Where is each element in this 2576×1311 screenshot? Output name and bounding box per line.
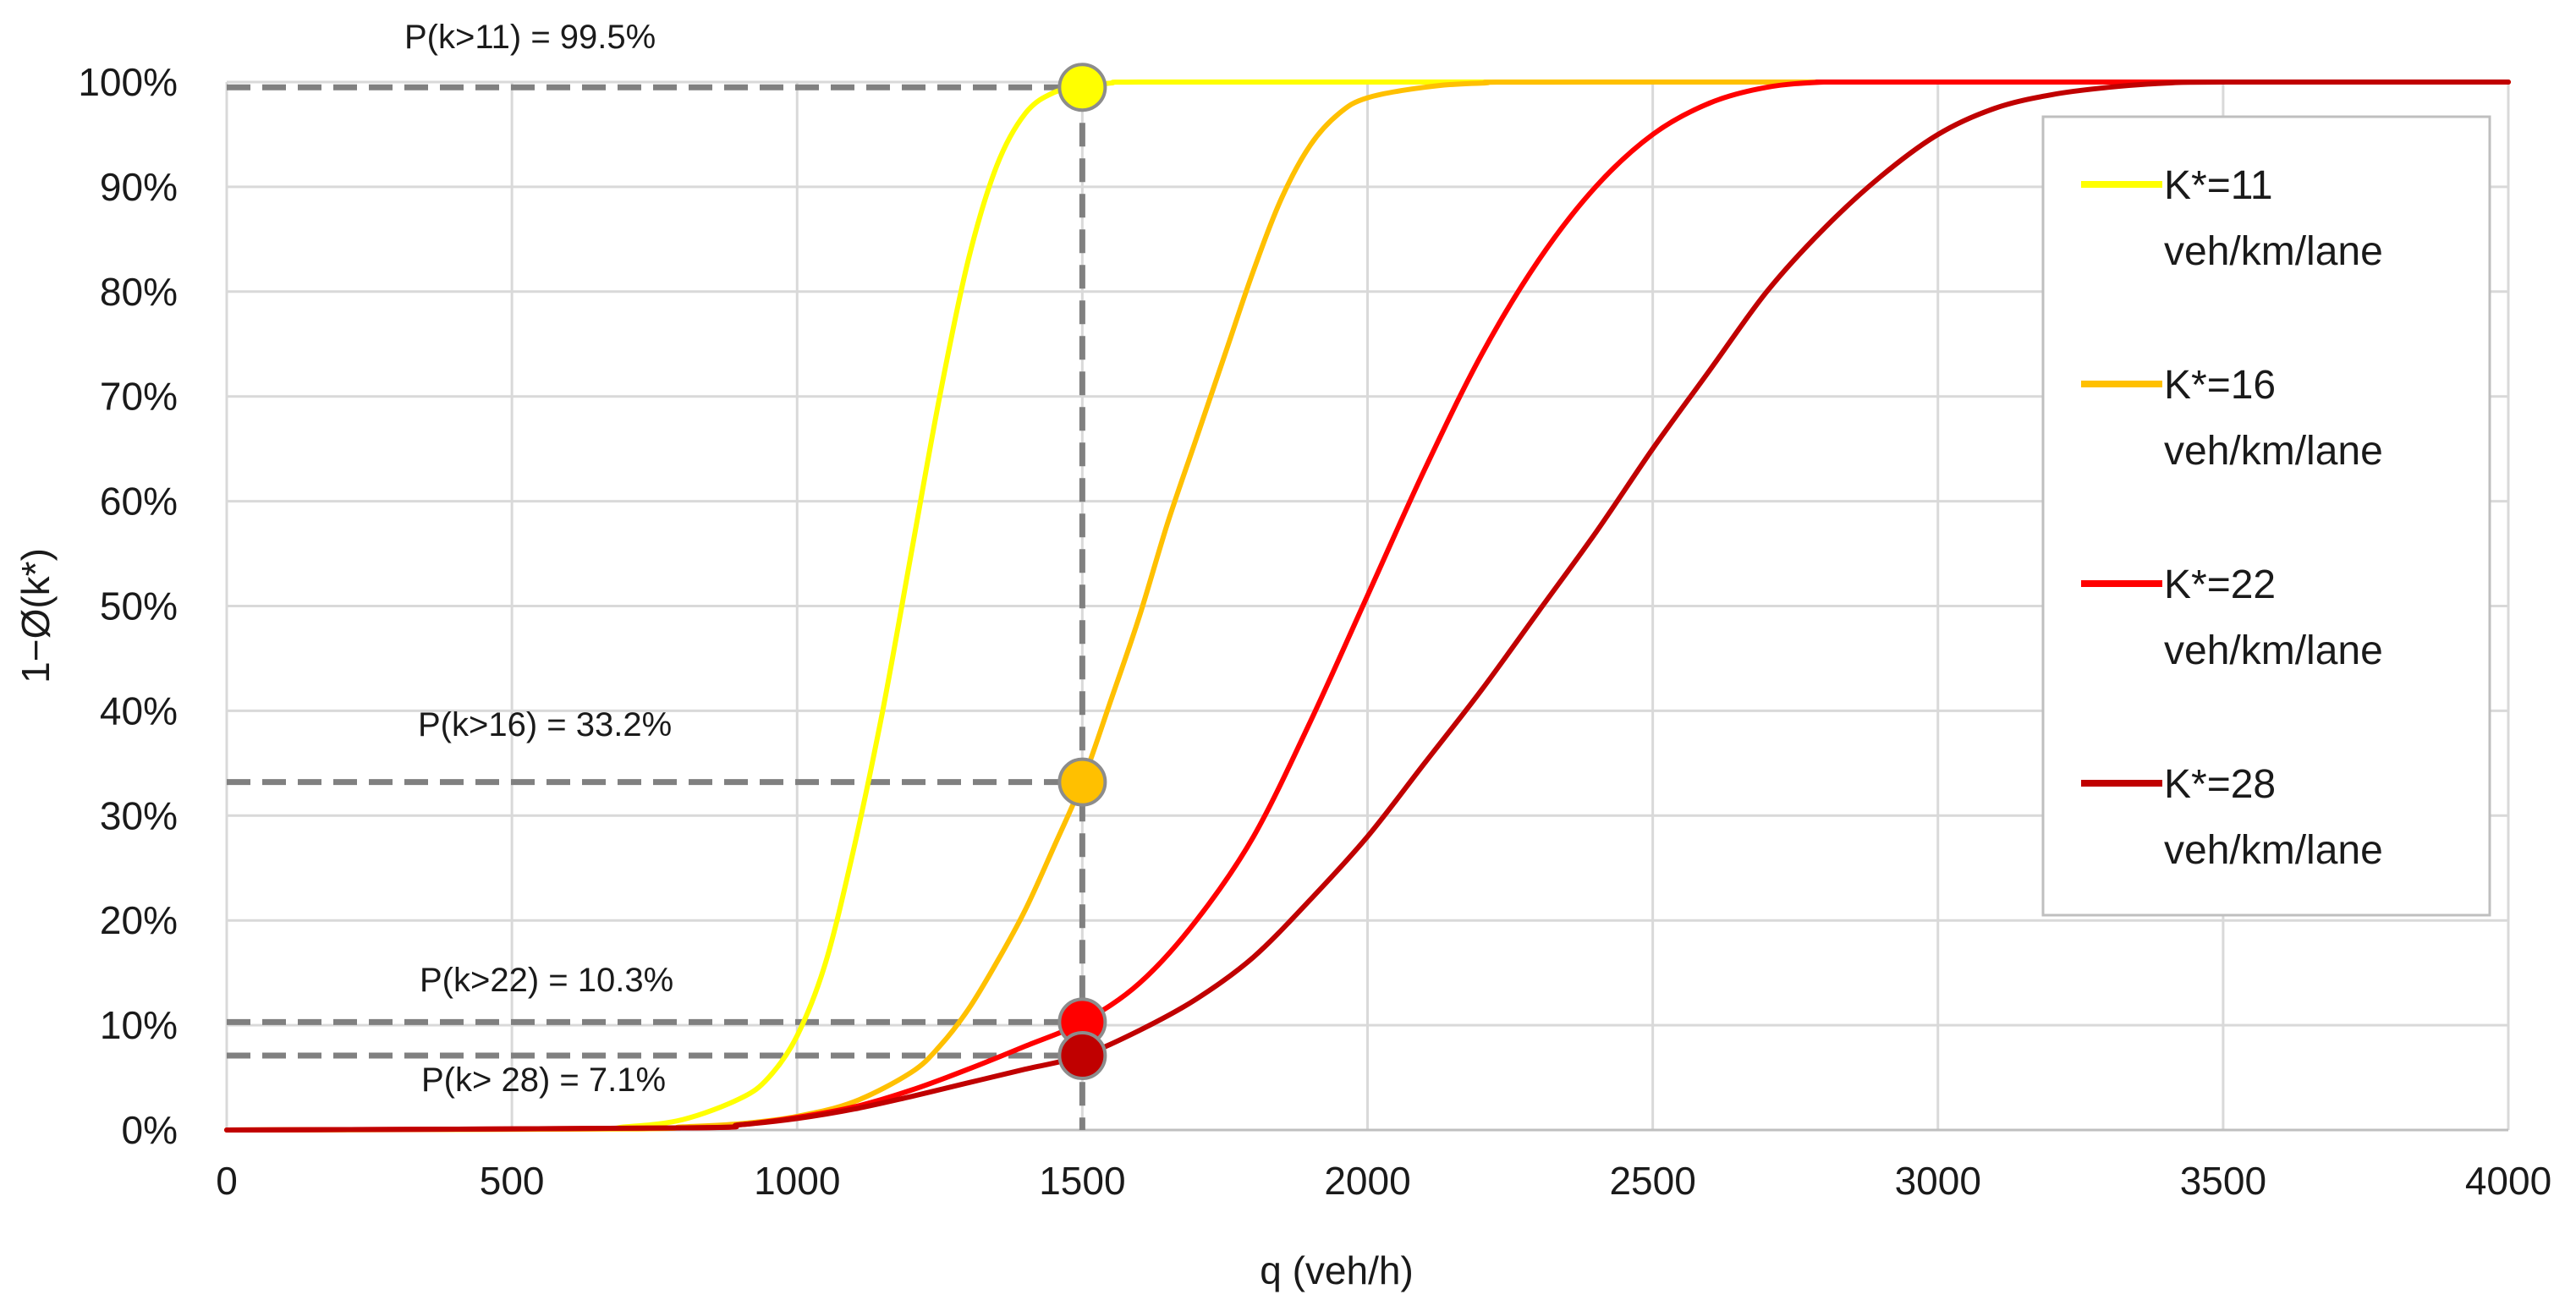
x-tick-label: 0: [216, 1159, 238, 1203]
y-tick-label: 30%: [100, 793, 178, 837]
legend-label: K*=28: [2164, 762, 2276, 807]
y-tick-label: 0%: [122, 1108, 178, 1152]
legend-label: K*=11: [2164, 163, 2273, 208]
legend-label: K*=16: [2164, 363, 2276, 408]
series-line-k11: [224, 79, 2511, 1133]
y-tick-label: 100%: [78, 60, 178, 104]
legend-label-unit: veh/km/lane: [2164, 429, 2383, 474]
y-tick-label: 80%: [100, 270, 178, 314]
y-axis-label: 1−Ø(k*): [14, 548, 58, 683]
legend-label: K*=22: [2164, 562, 2276, 607]
series-lines: [224, 79, 2511, 1133]
point-markers: [1057, 63, 1107, 1081]
x-tick-label: 500: [480, 1159, 545, 1203]
probability-annotation: P(k>16) = 33.2%: [418, 706, 672, 743]
y-tick-label: 10%: [100, 1003, 178, 1047]
legend-label-unit: veh/km/lane: [2164, 229, 2383, 274]
point-marker: [1057, 63, 1107, 112]
x-tick-label: 2000: [1324, 1159, 1410, 1203]
y-tick-label: 90%: [100, 165, 178, 209]
y-tick-label: 20%: [100, 898, 178, 942]
x-tick-label: 3000: [1895, 1159, 1981, 1203]
x-tick-label: 1000: [754, 1159, 840, 1203]
y-tick-label: 50%: [100, 584, 178, 628]
y-tick-label: 60%: [100, 480, 178, 524]
probability-annotation: P(k>22) = 10.3%: [420, 962, 673, 999]
x-tick-label: 4000: [2465, 1159, 2551, 1203]
series-line-k28: [224, 79, 2511, 1133]
guide-lines: [227, 84, 1085, 1130]
y-tick-label: 70%: [100, 375, 178, 419]
probability-annotation: P(k> 28) = 7.1%: [421, 1061, 666, 1099]
axes: 0 500 1000 1500 2000 2500 3000 3500 4000 0% 10% 20%…: [78, 60, 2551, 1203]
point-marker: [1057, 757, 1107, 807]
x-tick-label: 1500: [1039, 1159, 1125, 1203]
y-tick-label: 40%: [100, 688, 178, 732]
annotations: P(k>11) = 99.5% P(k>16) = 33.2% P(k>22) = …: [404, 19, 673, 1099]
x-axis-label: q (veh/h): [1260, 1248, 1414, 1292]
x-tick-label: 3500: [2180, 1159, 2266, 1203]
legend-label-unit: veh/km/lane: [2164, 828, 2383, 873]
legend: K*=11 veh/km/lane K*=16 veh/km/lane K*=22 veh…: [2041, 115, 2491, 917]
probability-annotation: P(k>11) = 99.5%: [404, 19, 656, 56]
point-marker: [1057, 1031, 1107, 1081]
legend-label-unit: veh/km/lane: [2164, 628, 2383, 673]
x-tick-label: 2500: [1609, 1159, 1695, 1203]
